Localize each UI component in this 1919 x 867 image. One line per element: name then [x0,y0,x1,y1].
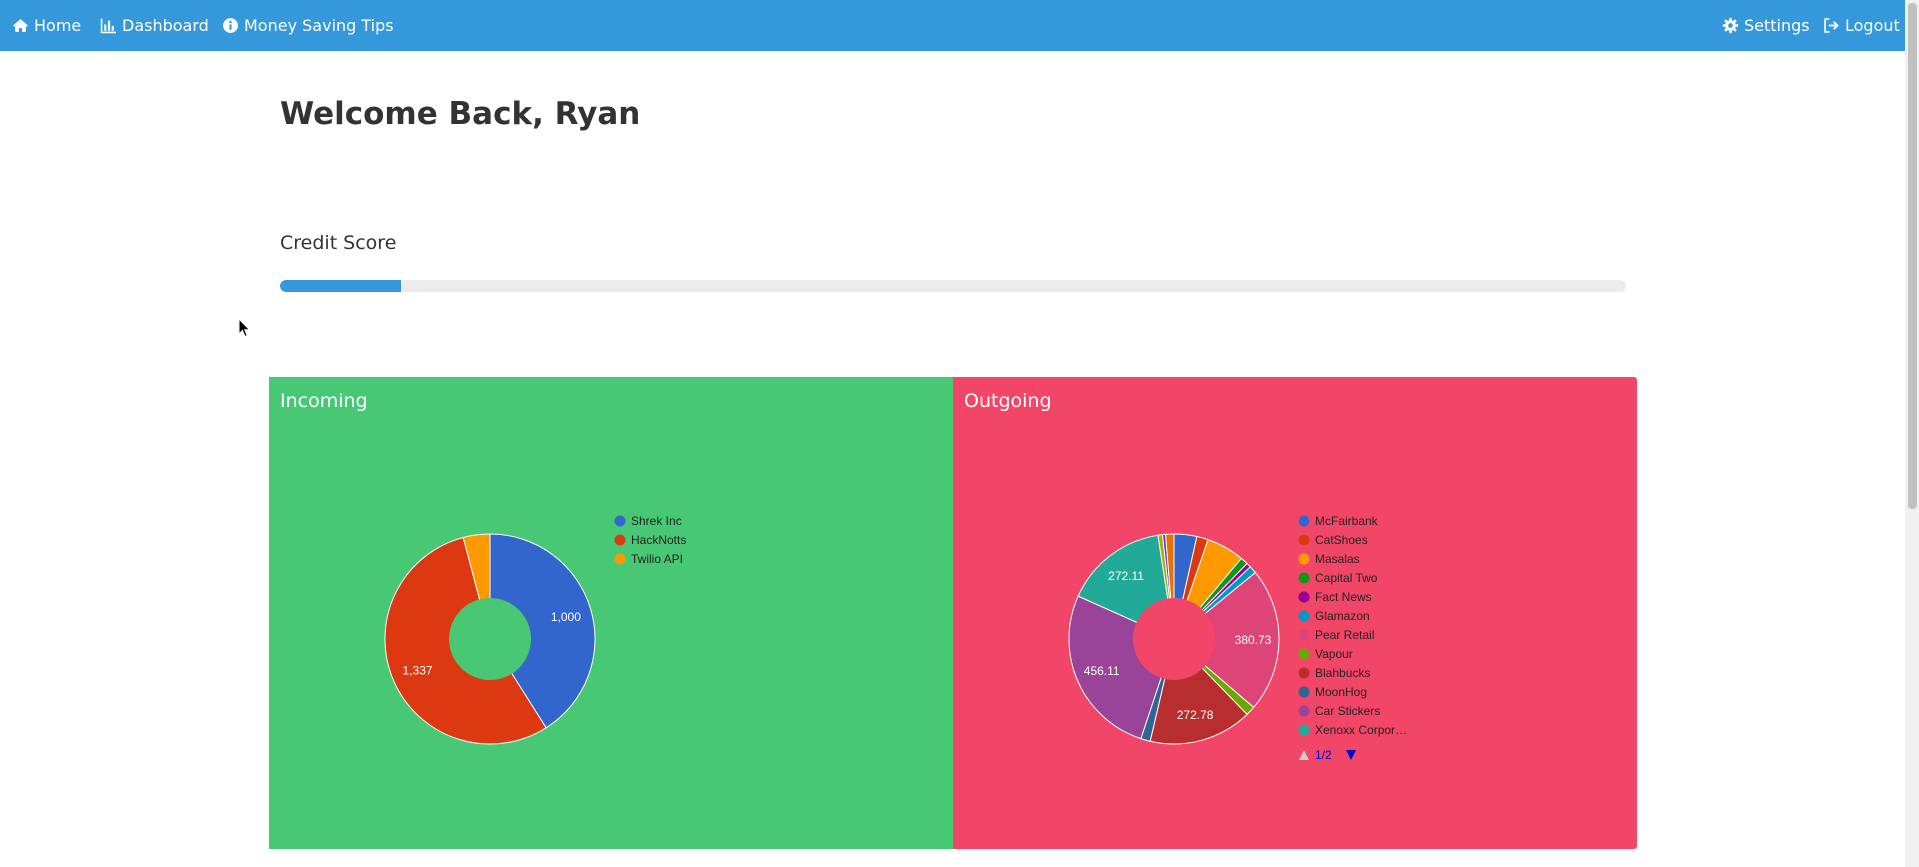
slice-value-label: 272.11 [1108,569,1144,583]
gear-icon [1722,17,1739,34]
nav-home-label: Home [34,16,82,35]
legend-swatch [1298,553,1310,565]
incoming-panel: Incoming 1,000 1,337 Shrek Inc HackNotts Twi… [269,377,953,849]
legend-swatch [614,534,626,546]
incoming-donut-chart[interactable]: 1,000 1,337 Shrek Inc HackNotts Twilio API [269,377,953,849]
legend-entry[interactable]: Fact News [1315,590,1372,604]
outgoing-donut-chart[interactable]: 380.73 272.78 456.11 272.11 McFairbank CatSho… [953,377,1637,849]
legend-entry[interactable]: Capital Two [1315,571,1378,585]
slice-value-label: 1,000 [551,610,581,624]
pie-slice[interactable] [1173,571,1280,709]
mouse-cursor-icon [238,318,251,338]
nav-money-saving-tips-label: Money Saving Tips [244,16,394,35]
pie-slice[interactable] [489,533,596,729]
legend-entry[interactable]: Blahbucks [1315,666,1370,680]
legend-swatch [1298,667,1310,679]
slice-value-label: 1,337 [403,664,433,678]
legend-entry[interactable]: Car Stickers [1315,704,1380,718]
donut-hole [1133,598,1215,680]
nav-settings-link[interactable]: Settings [1722,0,1810,51]
nav-dashboard-link[interactable]: Dashboard [100,0,209,51]
credit-score-progress-fill [280,280,402,292]
legend-swatch [1298,534,1310,546]
legend-swatch [1298,705,1310,717]
legend-swatch [1298,629,1310,641]
legend-entry[interactable]: Glamazon [1315,609,1370,623]
legend-swatch [1298,648,1310,660]
legend-entry[interactable]: Vapour [1315,647,1353,661]
legend-swatch [1298,724,1310,736]
credit-score-label: Credit Score [280,232,397,254]
nav-home-link[interactable]: Home [12,0,81,51]
slice-value-label: 272.78 [1177,708,1214,722]
legend-entry[interactable]: Shrek Inc [631,514,682,528]
legend-entry[interactable]: Twilio API [631,552,683,566]
home-icon [12,17,29,34]
legend-swatch [614,515,626,527]
legend-swatch [1298,591,1310,603]
legend-page-indicator: 1/2 [1315,748,1332,762]
page-scrollbar[interactable] [1905,0,1919,867]
legend-entry[interactable]: McFairbank [1315,514,1379,528]
outgoing-title: Outgoing [964,390,1052,412]
nav-dashboard-label: Dashboard [122,16,209,35]
donut-hole [449,598,531,680]
slice-value-label: 380.73 [1235,633,1272,647]
legend-entry[interactable]: Pear Retail [1315,628,1374,642]
legend-swatch [1298,515,1310,527]
legend-entry[interactable]: Masalas [1315,552,1360,566]
legend-page-up-icon[interactable] [1299,750,1309,760]
legend-entry[interactable]: Xenoxx Corpor… [1315,723,1407,737]
legend-entry[interactable]: MoonHog [1315,685,1367,699]
sign-out-icon [1823,17,1840,34]
page-title: Welcome Back, Ryan [280,96,641,132]
nav-settings-label: Settings [1744,16,1810,35]
bar-chart-icon [100,17,117,34]
incoming-title: Incoming [280,390,368,412]
nav-money-saving-tips-link[interactable]: Money Saving Tips [222,0,394,51]
slice-value-label: 456.11 [1084,664,1120,678]
credit-score-progress [280,280,1626,292]
legend-entry[interactable]: CatShoes [1315,533,1368,547]
navbar: Home Dashboard Money Saving Tips Setting… [0,0,1905,51]
legend-swatch [1298,610,1310,622]
outgoing-panel: Outgoing 380.73 272.78 456.11 272.11 McFairb… [953,377,1637,849]
legend-swatch [1298,686,1310,698]
info-icon [222,17,239,34]
scrollbar-thumb[interactable] [1908,3,1917,509]
legend-page-down-icon[interactable] [1346,750,1356,760]
nav-logout-link[interactable]: Logout [1823,0,1900,51]
legend-swatch [1298,572,1310,584]
nav-logout-label: Logout [1845,16,1900,35]
legend-swatch [614,553,626,565]
legend-entry[interactable]: HackNotts [631,533,686,547]
